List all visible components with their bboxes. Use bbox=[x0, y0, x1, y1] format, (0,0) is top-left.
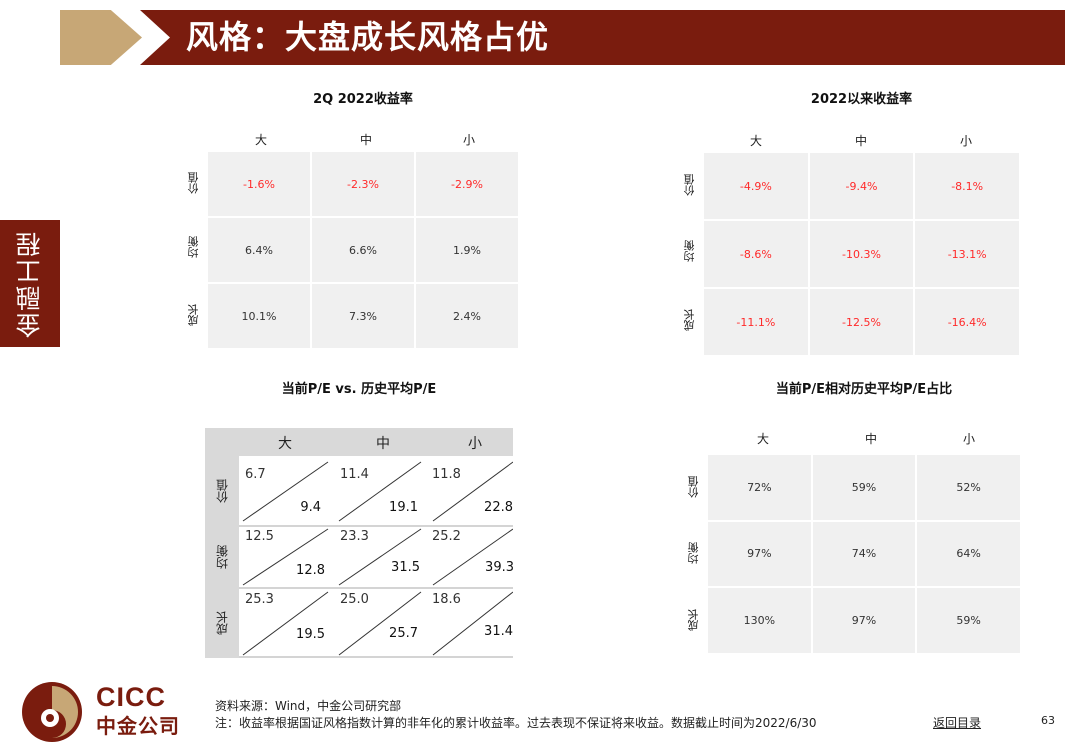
header-banner bbox=[140, 10, 1065, 65]
header-arrow-accent bbox=[60, 10, 142, 65]
pe-current: 25.3 bbox=[245, 592, 274, 607]
pe-current: 18.6 bbox=[432, 592, 461, 607]
pe-current: 12.5 bbox=[245, 529, 274, 544]
grid-cell: 97% bbox=[812, 588, 916, 653]
row-header-value: 价值 bbox=[683, 174, 696, 196]
row-header-growth: 成长 bbox=[687, 609, 700, 631]
back-to-contents-link[interactable]: 返回目录 bbox=[933, 716, 982, 730]
grid-cell: -10.3% bbox=[809, 221, 914, 287]
grid-cell: 2.4% bbox=[416, 284, 518, 348]
panel-title-pe: 当前P/E vs. 历史平均P/E bbox=[281, 382, 437, 397]
pe-current: 23.3 bbox=[340, 529, 369, 544]
row-header-growth: 成长 bbox=[187, 304, 200, 326]
footnote: 注：收益率根据国证风格指数计算的非年化的累计收益率。过去表现不保证将来收益。数据… bbox=[215, 716, 817, 730]
pe-average: 31.5 bbox=[391, 560, 420, 575]
pe-current: 11.4 bbox=[340, 467, 369, 482]
col-header-small: 小 bbox=[962, 432, 975, 446]
pe-average: 19.5 bbox=[296, 627, 325, 642]
grid-cell: -12.5% bbox=[809, 289, 914, 355]
pe-diagonal-lines bbox=[239, 461, 513, 658]
logo-text-en: CICC bbox=[96, 682, 166, 712]
pe-average: 39.3 bbox=[485, 560, 514, 575]
returns-grid-ytd: -4.9% -9.4% -8.1% -8.6% -10.3% -13.1% -1… bbox=[704, 153, 1019, 355]
cicc-logo-icon bbox=[22, 682, 82, 742]
row-header-value: 价值 bbox=[187, 172, 200, 194]
panel-title-ytd: 2022以来收益率 bbox=[810, 92, 913, 107]
col-header-mid: 中 bbox=[376, 436, 390, 452]
grid-cell: 130% bbox=[708, 588, 811, 653]
col-header-small: 小 bbox=[959, 134, 972, 148]
pe-header-bar bbox=[205, 428, 513, 456]
panel-title-q2: 2Q 2022收益率 bbox=[313, 92, 413, 107]
row-header-balanced: 均衡 bbox=[187, 236, 200, 258]
grid-cell: 1.9% bbox=[416, 218, 518, 282]
row-header-value: 价值 bbox=[687, 476, 700, 498]
pe-average: 19.1 bbox=[389, 500, 418, 515]
grid-cell: 6.4% bbox=[208, 218, 310, 282]
grid-cell: 64% bbox=[917, 521, 1020, 587]
col-header-large: 大 bbox=[278, 436, 292, 452]
grid-cell: 7.3% bbox=[312, 284, 414, 348]
col-header-large: 大 bbox=[749, 134, 762, 148]
source-note: 资料来源：Wind，中金公司研究部 bbox=[215, 699, 402, 713]
section-tab: 金融工程 bbox=[0, 220, 60, 347]
col-header-mid: 中 bbox=[359, 133, 372, 147]
row-header-balanced: 均衡 bbox=[683, 240, 696, 262]
row-header-balanced: 均衡 bbox=[687, 542, 700, 564]
pe-comparison-table: 大 中 小 价值 均衡 成长 6.7 11.4 11.8 12.5 23.3 2… bbox=[205, 428, 514, 658]
section-tab-label: 金融工程 bbox=[15, 229, 44, 338]
grid-cell: 97% bbox=[708, 521, 811, 587]
grid-cell: -4.9% bbox=[704, 153, 808, 219]
grid-cell: 10.1% bbox=[208, 284, 310, 348]
page-number: 63 bbox=[1041, 714, 1055, 727]
grid-cell: -9.4% bbox=[809, 153, 914, 219]
pe-current: 6.7 bbox=[245, 467, 266, 482]
col-header-mid: 中 bbox=[854, 134, 867, 148]
col-header-small: 小 bbox=[468, 436, 482, 452]
page-title: 风格：大盘成长风格占优 bbox=[186, 18, 550, 56]
grid-cell: -1.6% bbox=[208, 152, 310, 216]
pe-average: 12.8 bbox=[296, 563, 325, 578]
grid-cell: -8.1% bbox=[915, 153, 1019, 219]
pe-side-bar bbox=[205, 456, 239, 658]
grid-cell: 72% bbox=[708, 455, 811, 520]
col-header-large: 大 bbox=[756, 432, 769, 446]
grid-cell: -2.9% bbox=[416, 152, 518, 216]
panel-title-ratio: 当前P/E相对历史平均P/E占比 bbox=[775, 382, 953, 397]
pe-current: 25.2 bbox=[432, 529, 461, 544]
grid-cell: 52% bbox=[917, 455, 1020, 520]
grid-cell: -16.4% bbox=[915, 289, 1019, 355]
pe-average: 31.4 bbox=[484, 624, 513, 639]
col-header-large: 大 bbox=[254, 133, 267, 147]
grid-cell: -2.3% bbox=[312, 152, 414, 216]
pe-current: 25.0 bbox=[340, 592, 369, 607]
returns-grid-q2: -1.6% -2.3% -2.9% 6.4% 6.6% 1.9% 10.1% 7… bbox=[208, 152, 518, 348]
row-header-growth: 成长 bbox=[683, 309, 696, 331]
grid-cell: 59% bbox=[917, 588, 1020, 653]
pe-current: 11.8 bbox=[432, 467, 461, 482]
pe-average: 25.7 bbox=[389, 626, 418, 641]
col-header-mid: 中 bbox=[864, 432, 877, 446]
pe-average: 9.4 bbox=[300, 500, 321, 515]
grid-cell: 6.6% bbox=[312, 218, 414, 282]
col-header-small: 小 bbox=[462, 133, 475, 147]
grid-cell: -11.1% bbox=[704, 289, 808, 355]
pe-ratio-grid: 72% 59% 52% 97% 74% 64% 130% 97% 59% bbox=[708, 455, 1020, 653]
pe-average: 22.8 bbox=[484, 500, 513, 515]
grid-cell: 74% bbox=[812, 521, 916, 587]
logo-text-cn: 中金公司 bbox=[96, 714, 180, 738]
grid-cell: 59% bbox=[812, 455, 916, 520]
grid-cell: -13.1% bbox=[915, 221, 1019, 287]
grid-cell: -8.6% bbox=[704, 221, 808, 287]
